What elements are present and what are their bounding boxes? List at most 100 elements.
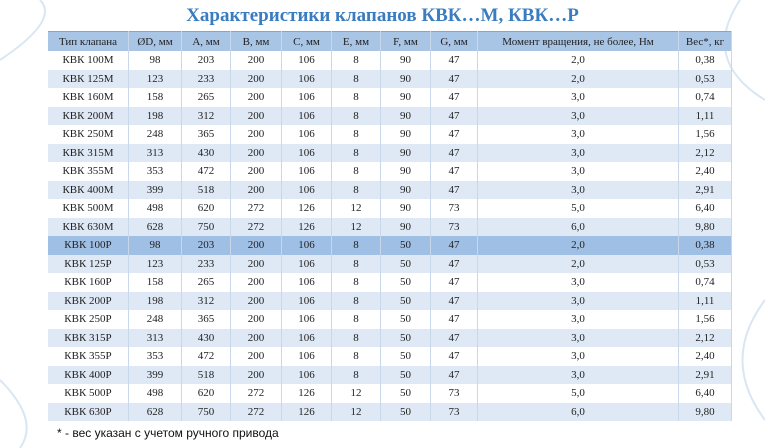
table-cell: 620 xyxy=(181,384,231,403)
table-cell: 2,0 xyxy=(477,69,679,88)
table-cell: 8 xyxy=(331,236,381,255)
table-cell: 518 xyxy=(181,180,231,199)
column-header: B, мм xyxy=(230,31,282,51)
table-cell: 12 xyxy=(331,217,381,236)
table-cell: 272 xyxy=(230,217,282,236)
table-cell: 8 xyxy=(331,347,381,366)
table-cell: 2,91 xyxy=(678,365,732,384)
table-cell: 2,40 xyxy=(678,162,732,181)
table-cell: 50 xyxy=(380,273,431,292)
table-cell: 498 xyxy=(128,199,182,218)
table-cell: 9,80 xyxy=(678,402,732,421)
table-cell: 628 xyxy=(128,402,182,421)
table-cell: 50 xyxy=(380,347,431,366)
table-cell: 126 xyxy=(281,217,332,236)
table-cell: 47 xyxy=(430,273,478,292)
table-cell: 6,0 xyxy=(477,402,679,421)
table-cell: 47 xyxy=(430,51,478,70)
table-cell: 50 xyxy=(380,291,431,310)
table-cell: 200 xyxy=(230,69,282,88)
table-cell: 198 xyxy=(128,106,182,125)
table-cell: 6,40 xyxy=(678,199,732,218)
table-cell: 50 xyxy=(380,310,431,329)
table-cell: 353 xyxy=(128,162,182,181)
table-cell: 233 xyxy=(181,254,231,273)
column-header: Тип клапана xyxy=(48,31,129,51)
table-cell: 8 xyxy=(331,291,381,310)
column-header: ØD, мм xyxy=(128,31,182,51)
table-cell: 248 xyxy=(128,125,182,144)
table-row: КВК 250М 248 365 200 106 8 90 47 3,0 1,56 xyxy=(48,125,732,144)
table-cell: 248 xyxy=(128,310,182,329)
title: Характеристики клапанов КВК…М, КВК…Р xyxy=(186,5,579,26)
table-cell: 5,0 xyxy=(477,199,679,218)
table-cell: КВК 630М xyxy=(48,217,129,236)
table-cell: 47 xyxy=(430,106,478,125)
table-cell: 399 xyxy=(128,365,182,384)
table-cell: 123 xyxy=(128,254,182,273)
table-cell: КВК 630Р xyxy=(48,402,129,421)
table-cell: КВК 125М xyxy=(48,69,129,88)
table-cell: 106 xyxy=(281,51,332,70)
table-cell: 0,38 xyxy=(678,236,732,255)
table-cell: 90 xyxy=(380,180,431,199)
table-cell: 6,0 xyxy=(477,217,679,236)
table-cell: 472 xyxy=(181,162,231,181)
table-row: КВК 500М 498 620 272 126 12 90 73 5,0 6,40 xyxy=(48,199,732,218)
table-cell: 200 xyxy=(230,88,282,107)
table-cell: 353 xyxy=(128,347,182,366)
table-cell: 47 xyxy=(430,310,478,329)
table-cell: 3,0 xyxy=(477,143,679,162)
table-cell: 90 xyxy=(380,125,431,144)
column-header: Момент вращения, не более, Нм xyxy=(477,31,679,51)
table-cell: 365 xyxy=(181,125,231,144)
table-cell: 200 xyxy=(230,310,282,329)
table-cell: 750 xyxy=(181,402,231,421)
table-cell: 98 xyxy=(128,236,182,255)
table-cell: 518 xyxy=(181,365,231,384)
table-cell: 200 xyxy=(230,291,282,310)
table-cell: 106 xyxy=(281,106,332,125)
table-cell: 3,0 xyxy=(477,310,679,329)
table-cell: 203 xyxy=(181,51,231,70)
table-cell: 106 xyxy=(281,69,332,88)
table-cell: 2,0 xyxy=(477,51,679,70)
table-cell: КВК 200Р xyxy=(48,291,129,310)
table-cell: 200 xyxy=(230,273,282,292)
table-cell: 8 xyxy=(331,88,381,107)
table-cell: 106 xyxy=(281,254,332,273)
table-row: КВК 250Р 248 365 200 106 8 50 47 3,0 1,56 xyxy=(48,310,732,329)
table-cell: 3,0 xyxy=(477,180,679,199)
table-cell: 90 xyxy=(380,143,431,162)
table-cell: 620 xyxy=(181,199,231,218)
table-cell: 123 xyxy=(128,69,182,88)
table-cell: 90 xyxy=(380,162,431,181)
table-cell: 0,74 xyxy=(678,88,732,107)
table-cell: 8 xyxy=(331,69,381,88)
table-cell: 106 xyxy=(281,310,332,329)
table-cell: 200 xyxy=(230,51,282,70)
table-row: КВК 630Р 628 750 272 126 12 50 73 6,0 9,80 xyxy=(48,402,732,421)
table-cell: 200 xyxy=(230,254,282,273)
table-cell: 200 xyxy=(230,347,282,366)
table-cell: КВК 315М xyxy=(48,143,129,162)
table-cell: 47 xyxy=(430,180,478,199)
table-cell: 8 xyxy=(331,51,381,70)
table-cell: 73 xyxy=(430,402,478,421)
table-cell: 1,11 xyxy=(678,106,732,125)
table-cell: 47 xyxy=(430,162,478,181)
table-cell: 430 xyxy=(181,143,231,162)
table-cell: 90 xyxy=(380,69,431,88)
table-cell: 47 xyxy=(430,291,478,310)
table-cell: 498 xyxy=(128,384,182,403)
table-cell: 2,12 xyxy=(678,143,732,162)
table-cell: 90 xyxy=(380,199,431,218)
table-cell: 47 xyxy=(430,125,478,144)
column-header: E, мм xyxy=(331,31,381,51)
table-cell: 158 xyxy=(128,273,182,292)
table-cell: КВК 500М xyxy=(48,199,129,218)
table-cell: 2,0 xyxy=(477,254,679,273)
table-cell: 47 xyxy=(430,143,478,162)
table-row: КВК 315М 313 430 200 106 8 90 47 3,0 2,12 xyxy=(48,143,732,162)
